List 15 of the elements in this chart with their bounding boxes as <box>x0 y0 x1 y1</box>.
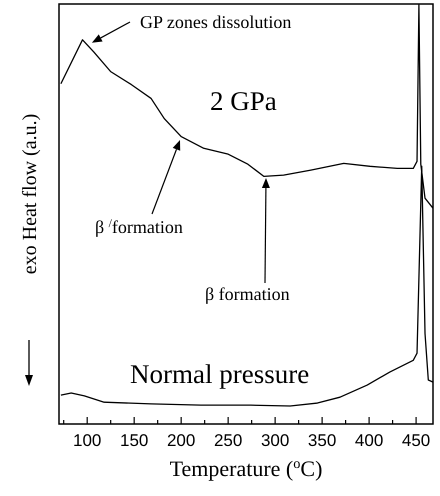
x-tick-label: 100 <box>73 431 102 450</box>
x-tick-label: 350 <box>308 431 336 450</box>
x-tick-label: 150 <box>120 431 148 450</box>
y-axis-title: exo Heat flow (a.u.) <box>19 114 41 274</box>
annotation: GP zones dissolution <box>140 12 292 32</box>
x-tick-label: 250 <box>214 431 242 450</box>
x-tick-label: 200 <box>166 431 196 450</box>
x-tick-label: 450 <box>402 431 430 450</box>
annotation: β formation <box>205 284 290 304</box>
annotation: β $^{/}$formation <box>95 216 183 237</box>
x-axis-title: Temperature ($^{o}$C) <box>170 456 322 481</box>
series-label: 2 GPa <box>210 86 277 116</box>
series-label: Normal pressure <box>130 359 310 389</box>
x-tick-label: 300 <box>260 431 290 450</box>
x-tick-label: 400 <box>354 431 384 450</box>
